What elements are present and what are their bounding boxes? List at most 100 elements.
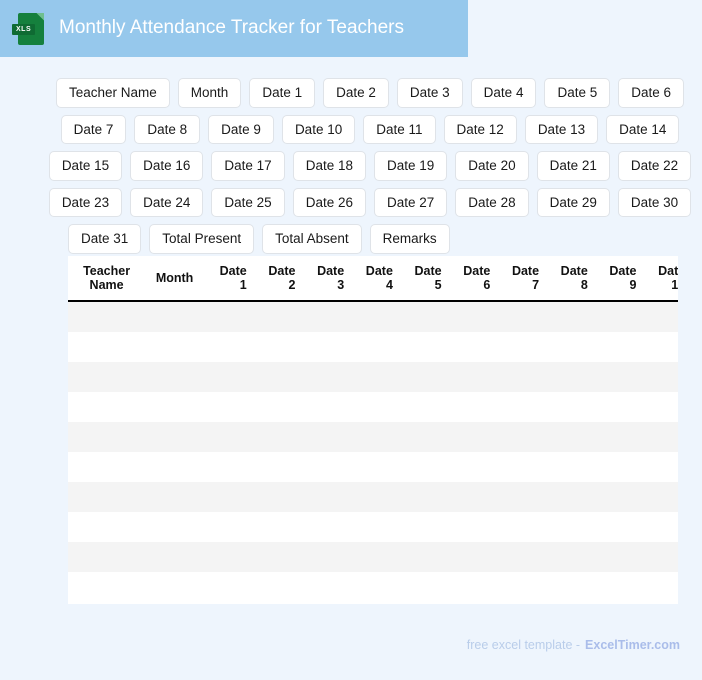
table-cell[interactable] xyxy=(545,571,594,602)
column-tag[interactable]: Date 2 xyxy=(323,78,389,108)
table-cell[interactable] xyxy=(145,571,205,602)
table-cell[interactable] xyxy=(398,481,448,512)
column-tag[interactable]: Date 30 xyxy=(617,187,692,218)
table-cell[interactable] xyxy=(350,421,399,452)
table-row[interactable] xyxy=(68,300,678,332)
table-cell[interactable] xyxy=(301,361,351,392)
table-cell[interactable] xyxy=(398,300,448,332)
table-cell[interactable] xyxy=(301,300,351,332)
table-cell[interactable] xyxy=(545,511,594,542)
column-tag[interactable]: Date 21 xyxy=(536,151,610,181)
table-cell[interactable] xyxy=(496,421,546,452)
table-cell[interactable] xyxy=(398,571,448,602)
table-cell[interactable] xyxy=(145,511,205,542)
table-cell[interactable] xyxy=(204,421,253,452)
table-cell[interactable] xyxy=(204,331,253,362)
column-tag[interactable]: Date 11 xyxy=(363,114,436,145)
table-cell[interactable] xyxy=(642,571,678,602)
table-row[interactable] xyxy=(68,451,678,482)
table-cell[interactable] xyxy=(398,361,448,392)
table-cell[interactable] xyxy=(593,391,643,422)
table-cell[interactable] xyxy=(350,361,399,392)
table-cell[interactable] xyxy=(204,391,253,422)
table-cell[interactable] xyxy=(350,331,399,362)
table-cell[interactable] xyxy=(642,391,678,422)
table-cell[interactable] xyxy=(68,481,146,512)
table-cell[interactable] xyxy=(398,421,448,452)
table-cell[interactable] xyxy=(447,421,497,452)
column-tag[interactable]: Date 5 xyxy=(544,78,611,108)
table-cell[interactable] xyxy=(447,331,497,362)
table-cell[interactable] xyxy=(447,391,497,422)
table-cell[interactable] xyxy=(301,571,351,602)
column-tag[interactable]: Date 26 xyxy=(292,187,366,218)
table-cell[interactable] xyxy=(350,451,399,482)
table-cell[interactable] xyxy=(642,511,678,542)
table-cell[interactable] xyxy=(545,481,594,512)
table-cell[interactable] xyxy=(252,541,302,572)
table-cell[interactable] xyxy=(593,481,643,512)
column-tag[interactable]: Date 6 xyxy=(618,78,685,108)
table-cell[interactable] xyxy=(301,421,351,452)
table-cell[interactable] xyxy=(301,331,351,362)
table-cell[interactable] xyxy=(301,541,351,572)
column-tag[interactable]: Date 29 xyxy=(536,187,610,218)
table-cell[interactable] xyxy=(204,361,253,392)
table-cell[interactable] xyxy=(593,300,643,332)
table-cell[interactable] xyxy=(350,391,399,422)
column-tag[interactable]: Teacher Name xyxy=(56,78,170,108)
table-cell[interactable] xyxy=(68,391,146,422)
column-tag[interactable]: Date 10 xyxy=(281,114,356,145)
table-cell[interactable] xyxy=(545,300,594,332)
table-cell[interactable] xyxy=(398,541,448,572)
table-cell[interactable] xyxy=(68,361,146,392)
table-cell[interactable] xyxy=(545,331,594,362)
column-tag[interactable]: Date 7 xyxy=(60,114,127,145)
table-cell[interactable] xyxy=(68,511,146,542)
table-cell[interactable] xyxy=(593,541,643,572)
column-tag[interactable]: Date 17 xyxy=(211,151,285,181)
table-cell[interactable] xyxy=(252,481,302,512)
table-cell[interactable] xyxy=(398,331,448,362)
column-tag[interactable]: Date 25 xyxy=(211,187,285,218)
table-cell[interactable] xyxy=(68,421,146,452)
table-cell[interactable] xyxy=(642,541,678,572)
table-cell[interactable] xyxy=(447,300,497,332)
column-tag[interactable]: Remarks xyxy=(369,224,450,254)
table-cell[interactable] xyxy=(145,451,205,482)
column-tag[interactable]: Total Present xyxy=(149,224,255,254)
table-cell[interactable] xyxy=(301,391,351,422)
table-cell[interactable] xyxy=(145,300,205,332)
table-cell[interactable] xyxy=(447,451,497,482)
column-tag[interactable]: Date 13 xyxy=(524,114,599,145)
table-cell[interactable] xyxy=(252,300,302,332)
table-cell[interactable] xyxy=(447,541,497,572)
column-tag[interactable]: Date 4 xyxy=(470,78,537,108)
column-tag[interactable]: Date 20 xyxy=(455,151,529,181)
table-cell[interactable] xyxy=(447,511,497,542)
column-tag[interactable]: Date 31 xyxy=(68,224,142,254)
column-tag[interactable]: Date 12 xyxy=(443,114,517,145)
table-row[interactable] xyxy=(68,481,678,512)
table-cell[interactable] xyxy=(398,451,448,482)
table-cell[interactable] xyxy=(350,541,399,572)
column-tag[interactable]: Date 9 xyxy=(208,114,274,145)
table-cell[interactable] xyxy=(252,391,302,422)
table-cell[interactable] xyxy=(301,481,351,512)
column-tag[interactable]: Date 1 xyxy=(249,78,316,108)
footer-brand-link[interactable]: ExcelTimer.com xyxy=(585,638,680,652)
table-row[interactable] xyxy=(68,511,678,542)
table-cell[interactable] xyxy=(496,300,546,332)
column-tag[interactable]: Date 19 xyxy=(374,151,448,181)
table-cell[interactable] xyxy=(252,511,302,542)
column-tag[interactable]: Date 8 xyxy=(134,114,201,145)
table-cell[interactable] xyxy=(642,421,678,452)
table-cell[interactable] xyxy=(496,481,546,512)
table-cell[interactable] xyxy=(252,421,302,452)
table-row[interactable] xyxy=(68,331,678,362)
table-cell[interactable] xyxy=(145,391,205,422)
table-cell[interactable] xyxy=(593,421,643,452)
table-cell[interactable] xyxy=(545,421,594,452)
column-tag[interactable]: Date 24 xyxy=(130,187,204,218)
table-row[interactable] xyxy=(68,361,678,392)
